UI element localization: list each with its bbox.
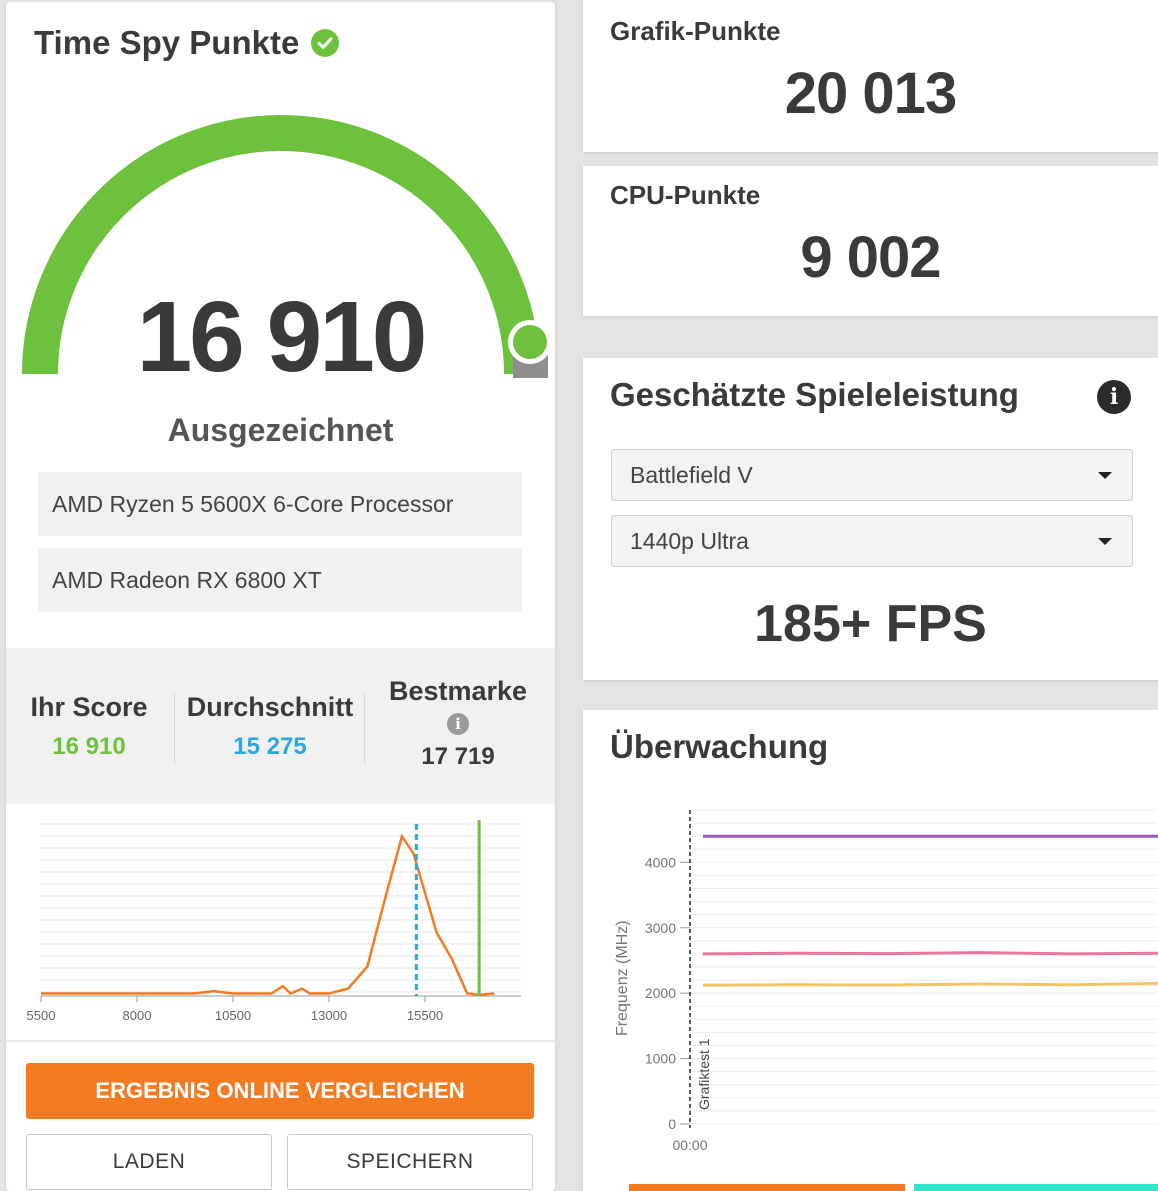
score-comparison: Ihr Score 16 910 Durchschnitt 15 275 Bes… bbox=[6, 648, 555, 804]
game-performance-card: Geschätzte Spieleleistung i Battlefield … bbox=[583, 358, 1158, 680]
x-tick-label: 15500 bbox=[407, 1008, 443, 1023]
chart-grid bbox=[41, 823, 521, 993]
monitoring-title: Überwachung bbox=[610, 728, 829, 765]
info-icon[interactable]: i bbox=[447, 713, 469, 735]
distribution-line bbox=[41, 833, 495, 997]
gpu-name: AMD Radeon RX 6800 XT bbox=[38, 548, 522, 612]
score-title: Time Spy Punkte bbox=[34, 24, 300, 61]
frequency-line bbox=[702, 951, 1158, 956]
cpu-score-label: CPU-Punkte bbox=[610, 180, 761, 210]
chevron-down-icon bbox=[1098, 538, 1112, 545]
x-tick-label: 00:00 bbox=[672, 1137, 707, 1153]
save-button[interactable]: SPEICHERN bbox=[287, 1134, 533, 1190]
best-value: 17 719 bbox=[421, 743, 495, 770]
score-rating: Ausgezeichnet bbox=[167, 412, 394, 448]
graphics-score-card: Grafik-Punkte 20 013 bbox=[583, 0, 1158, 152]
game-select[interactable]: Battlefield V bbox=[611, 449, 1133, 501]
compare-online-button[interactable]: ERGEBNIS ONLINE VERGLEICHEN bbox=[26, 1063, 534, 1119]
x-tick-label: 10500 bbox=[215, 1008, 251, 1023]
frequency-chart: 0 1000 2000 3000 4000 Grafiktest 1 Frequenz … bbox=[614, 809, 1158, 1153]
x-axis: 5500 8000 10500 13000 15500 bbox=[27, 995, 521, 1023]
x-tick-label: 5500 bbox=[27, 1008, 56, 1023]
legend-bar-orange bbox=[629, 1184, 905, 1191]
y-tick-label: 4000 bbox=[645, 854, 676, 870]
monitoring-card: Überwachung 0 1000 2000 3000 4000 Grafiktest… bbox=[583, 710, 1158, 1191]
frequency-line bbox=[702, 981, 1158, 987]
chart-grid bbox=[690, 809, 1158, 1125]
chevron-down-icon bbox=[1098, 472, 1112, 479]
score-title-row: Time Spy Punkte bbox=[34, 24, 340, 62]
graphics-score-value: 20 013 bbox=[784, 61, 957, 126]
section-divider bbox=[6, 1040, 555, 1042]
stat-average: Durchschnitt 15 275 bbox=[186, 692, 354, 761]
gauge-knob bbox=[513, 325, 547, 359]
test-annotation: Grafiktest 1 bbox=[696, 1038, 712, 1110]
score-distribution-chart: 5500 8000 10500 13000 15500 bbox=[27, 820, 521, 1023]
total-score: 16 910 bbox=[136, 281, 428, 393]
y-axis: 0 1000 2000 3000 4000 bbox=[645, 854, 690, 1132]
info-icon[interactable]: i bbox=[1097, 380, 1131, 414]
stat-your-score: Ihr Score 16 910 bbox=[30, 692, 148, 761]
cpu-score-card: CPU-Punkte 9 002 bbox=[583, 166, 1158, 316]
average-value: 15 275 bbox=[233, 733, 307, 760]
y-tick-label: 3000 bbox=[645, 920, 676, 936]
your-score-label: Ihr Score bbox=[30, 692, 148, 722]
your-score-value: 16 910 bbox=[52, 733, 126, 760]
divider bbox=[174, 694, 175, 764]
divider bbox=[364, 694, 365, 764]
game-performance-title: Geschätzte Spieleleistung bbox=[610, 376, 1019, 413]
score-gauge bbox=[22, 115, 552, 378]
preset-select-value: 1440p Ultra bbox=[630, 527, 749, 554]
y-tick-label: 1000 bbox=[645, 1051, 676, 1067]
score-panel: Time Spy Punkte 16 910 Ausgezeichnet AMD… bbox=[6, 2, 555, 1191]
load-button[interactable]: LADEN bbox=[26, 1134, 272, 1190]
average-label: Durchschnitt bbox=[186, 692, 354, 722]
gauge-arc bbox=[22, 115, 540, 375]
x-tick-label: 13000 bbox=[311, 1008, 347, 1023]
stat-best: Bestmarke i 17 719 bbox=[386, 676, 530, 771]
graphics-score-label: Grafik-Punkte bbox=[610, 16, 781, 46]
y-tick-label: 0 bbox=[668, 1116, 676, 1132]
y-axis-label: Frequenz (MHz) bbox=[614, 920, 631, 1036]
preset-select[interactable]: 1440p Ultra bbox=[611, 515, 1133, 567]
game-select-value: Battlefield V bbox=[630, 461, 753, 488]
legend-bar-teal bbox=[914, 1184, 1158, 1191]
cpu-score-value: 9 002 bbox=[800, 225, 941, 290]
cpu-name: AMD Ryzen 5 5600X 6-Core Processor bbox=[38, 472, 522, 536]
check-circle-icon bbox=[311, 29, 340, 57]
y-tick-label: 2000 bbox=[645, 985, 676, 1001]
frequency-series bbox=[702, 834, 1158, 987]
estimated-fps: 185+ FPS bbox=[754, 595, 987, 653]
best-label: Bestmarke bbox=[388, 676, 528, 706]
x-tick-label: 8000 bbox=[123, 1008, 152, 1023]
